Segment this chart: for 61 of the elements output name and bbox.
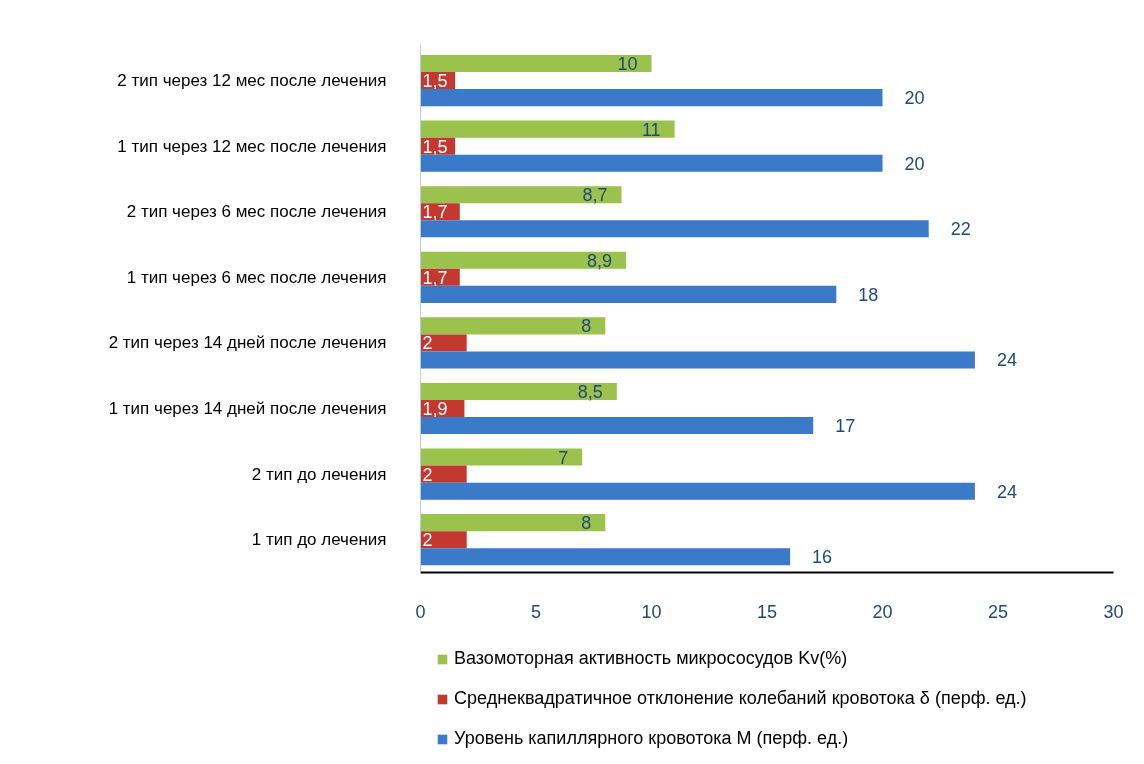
data-label: 1,5 xyxy=(422,136,448,157)
bar xyxy=(420,120,675,138)
x-tick-label: 25 xyxy=(987,601,1009,622)
y-tick-label: 1 тип через 6 мес после лечения xyxy=(126,267,387,287)
data-label: 2 xyxy=(422,464,433,485)
bar xyxy=(420,317,606,335)
bar xyxy=(420,154,883,172)
bar xyxy=(420,351,975,369)
data-label: 20 xyxy=(904,88,925,109)
bar xyxy=(420,417,814,435)
y-tick-label: 1 тип до лечения xyxy=(251,530,387,550)
data-label: 17 xyxy=(835,416,856,437)
data-label: 1,5 xyxy=(422,71,448,92)
bar xyxy=(420,186,622,204)
bar xyxy=(420,334,467,352)
x-tick-label: 15 xyxy=(756,601,778,622)
x-tick-label: 10 xyxy=(641,601,662,622)
data-label: 1,7 xyxy=(422,202,448,223)
bar xyxy=(420,382,617,400)
data-label: 1,7 xyxy=(422,267,448,288)
data-label: 20 xyxy=(904,153,925,174)
data-label: 10 xyxy=(617,54,638,75)
data-label: 16 xyxy=(812,547,833,568)
bar xyxy=(420,54,652,73)
y-tick-label: 2 тип через 14 дней после лечения xyxy=(108,333,387,353)
data-label: 8 xyxy=(581,316,592,337)
bar xyxy=(420,285,837,303)
y-tick-label: 1 тип через 14 дней после лечения xyxy=(108,399,387,419)
x-tick-label: 0 xyxy=(415,601,426,622)
data-label: 8,7 xyxy=(582,185,608,206)
y-tick-label: 2 тип через 6 мес после лечения xyxy=(126,202,387,222)
bar xyxy=(420,220,929,238)
data-label: 24 xyxy=(996,481,1017,502)
data-label: 18 xyxy=(858,284,879,305)
x-tick-label: 20 xyxy=(872,601,893,622)
bar xyxy=(420,89,883,107)
data-label: 24 xyxy=(996,350,1017,371)
x-tick-label: 5 xyxy=(530,601,542,622)
data-label: 8 xyxy=(581,513,592,534)
bar xyxy=(420,514,606,532)
data-label: 11 xyxy=(641,119,661,140)
legend-label: Вазомоторная активность микрососудов Kv(%) xyxy=(454,648,848,669)
data-label: 1,9 xyxy=(422,399,448,420)
bar xyxy=(420,465,467,483)
legend-label: Среднеквадратичное отклонение колебаний кровотока δ (перф. ед.) xyxy=(454,688,1027,709)
bar xyxy=(420,482,975,500)
data-label: 2 xyxy=(422,530,433,551)
x-tick-label: 30 xyxy=(1103,601,1124,622)
bar xyxy=(420,448,583,466)
data-label: 8,9 xyxy=(587,250,613,271)
data-label: 7 xyxy=(558,447,569,468)
bar xyxy=(420,531,467,549)
y-tick-label: 2 тип через 12 мес после лечения xyxy=(117,71,387,91)
y-tick-label: 1 тип через 12 мес после лечения xyxy=(117,136,387,156)
bar xyxy=(420,548,791,566)
data-label: 8,5 xyxy=(577,381,603,402)
data-label: 2 xyxy=(422,333,433,354)
legend-label: Уровень капиллярного кровотока М (перф. ед.) xyxy=(454,728,849,749)
data-label: 22 xyxy=(950,219,971,240)
bar xyxy=(420,251,627,269)
y-tick-label: 2 тип до лечения xyxy=(251,464,387,484)
